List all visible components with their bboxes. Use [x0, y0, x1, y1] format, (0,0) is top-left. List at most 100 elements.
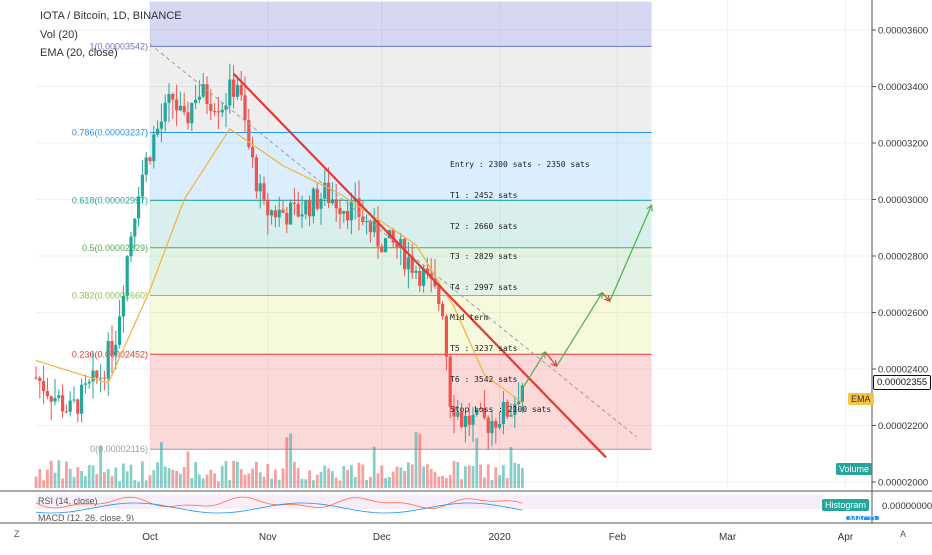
volume-bar	[361, 464, 365, 488]
candle-body	[45, 391, 49, 397]
volume-bar	[255, 461, 258, 488]
fib-level-label: 1(0.00003542)	[89, 41, 148, 51]
candle-body	[270, 210, 274, 216]
candle-body	[315, 188, 319, 209]
note-line: T5 : 3237 sats	[450, 344, 518, 354]
drawings[interactable]	[149, 43, 653, 459]
volume-bar	[106, 469, 110, 488]
sub-pane-bg	[0, 491, 872, 523]
volume-bar	[190, 477, 194, 488]
volume-bar	[171, 469, 175, 488]
candle-body	[452, 406, 456, 417]
volume-bar	[304, 479, 308, 488]
macd-legend[interactable]: MACD (12, 26, close, 9)	[38, 513, 135, 521]
candle-body	[346, 210, 350, 221]
projection-path	[609, 204, 653, 302]
candle-body	[42, 381, 46, 392]
volume-bar	[410, 464, 414, 488]
ema-legend[interactable]: EMA (20, close)	[40, 47, 118, 59]
candle-body	[68, 400, 72, 412]
candle-body	[118, 316, 122, 345]
volume-bar	[308, 470, 311, 488]
volume-bar	[186, 451, 190, 488]
candle-body	[403, 238, 407, 270]
candle-body	[205, 84, 209, 105]
candle-body	[444, 316, 448, 357]
candle-body	[220, 109, 224, 113]
last-price-marker: 0.00002355	[873, 375, 932, 390]
volume-bar	[296, 468, 300, 488]
zoom-button[interactable]: Z	[14, 529, 20, 539]
volume-bar	[220, 465, 224, 488]
volume-bar	[87, 465, 91, 488]
volume-bar	[494, 467, 498, 488]
volume-bar	[300, 478, 304, 488]
candle-body	[338, 208, 342, 214]
volume-bar	[460, 479, 463, 488]
volume-bar	[42, 480, 45, 488]
volume-bar	[133, 480, 137, 488]
volume-bar	[289, 433, 292, 488]
price-tick-label: 0.00002600	[878, 308, 928, 319]
fibonacci-retracement[interactable]: 1(0.00003542) 0.786(0.00003237) 0.618(0.00…	[72, 1, 652, 454]
volume-bar	[148, 475, 152, 488]
ema-line	[35, 128, 523, 404]
candle-body	[425, 268, 429, 274]
candle-body	[289, 202, 293, 225]
fib-level-label: 0.786(0.00003237)	[72, 128, 148, 138]
candle-body	[216, 111, 220, 113]
candle-body	[319, 198, 323, 209]
volume-bar	[277, 479, 281, 488]
candle-body	[38, 377, 42, 382]
vol-legend[interactable]: Vol (20)	[40, 29, 78, 41]
volume-bar	[281, 468, 285, 488]
candle-body	[277, 209, 281, 218]
candle-body	[201, 84, 205, 97]
time-tick-label: Mar	[719, 532, 737, 543]
volume-bar	[84, 476, 87, 488]
candle-body	[228, 79, 232, 106]
volume-bar	[103, 472, 106, 488]
volume-bar	[312, 480, 315, 488]
volume-bar	[380, 465, 384, 488]
candle-body	[391, 230, 395, 243]
volume-bar	[498, 475, 501, 488]
candle-body	[175, 99, 179, 111]
candle-body	[334, 199, 338, 209]
candle-body	[368, 221, 372, 233]
candle-body	[102, 377, 106, 379]
rsi-legend[interactable]: RSI (14, close)	[38, 496, 98, 506]
macd-tag: MACD	[846, 516, 879, 520]
candle-body	[243, 95, 247, 121]
candle-body	[365, 221, 369, 223]
fib-band	[150, 46, 652, 133]
fib-level-label: 0.382(0.00002660)	[72, 291, 148, 301]
volume-bar	[141, 461, 144, 488]
volume-bar	[57, 460, 61, 488]
time-tick-label: Nov	[259, 532, 277, 543]
volume-bar	[327, 468, 330, 488]
volume-bar	[122, 463, 125, 488]
candle-body	[110, 341, 114, 356]
candle-body	[251, 147, 255, 158]
candle-body	[197, 96, 201, 100]
candle-body	[300, 214, 304, 217]
candle-body	[501, 401, 505, 424]
candle-body	[296, 203, 300, 217]
volume-bars	[34, 431, 524, 488]
candle-body	[258, 183, 262, 192]
volume-bar	[521, 467, 524, 488]
candle-body	[106, 341, 110, 379]
auto-scale-button[interactable]: A	[900, 529, 907, 539]
volume-bar	[262, 476, 266, 488]
volume-bar	[137, 481, 140, 488]
volume-bar	[49, 460, 53, 488]
volume-bar	[331, 471, 334, 488]
candle-body	[441, 304, 445, 317]
candle-body	[53, 397, 57, 402]
candle-body	[311, 188, 315, 217]
volume-bar	[167, 468, 171, 488]
volume-bar	[65, 461, 68, 488]
